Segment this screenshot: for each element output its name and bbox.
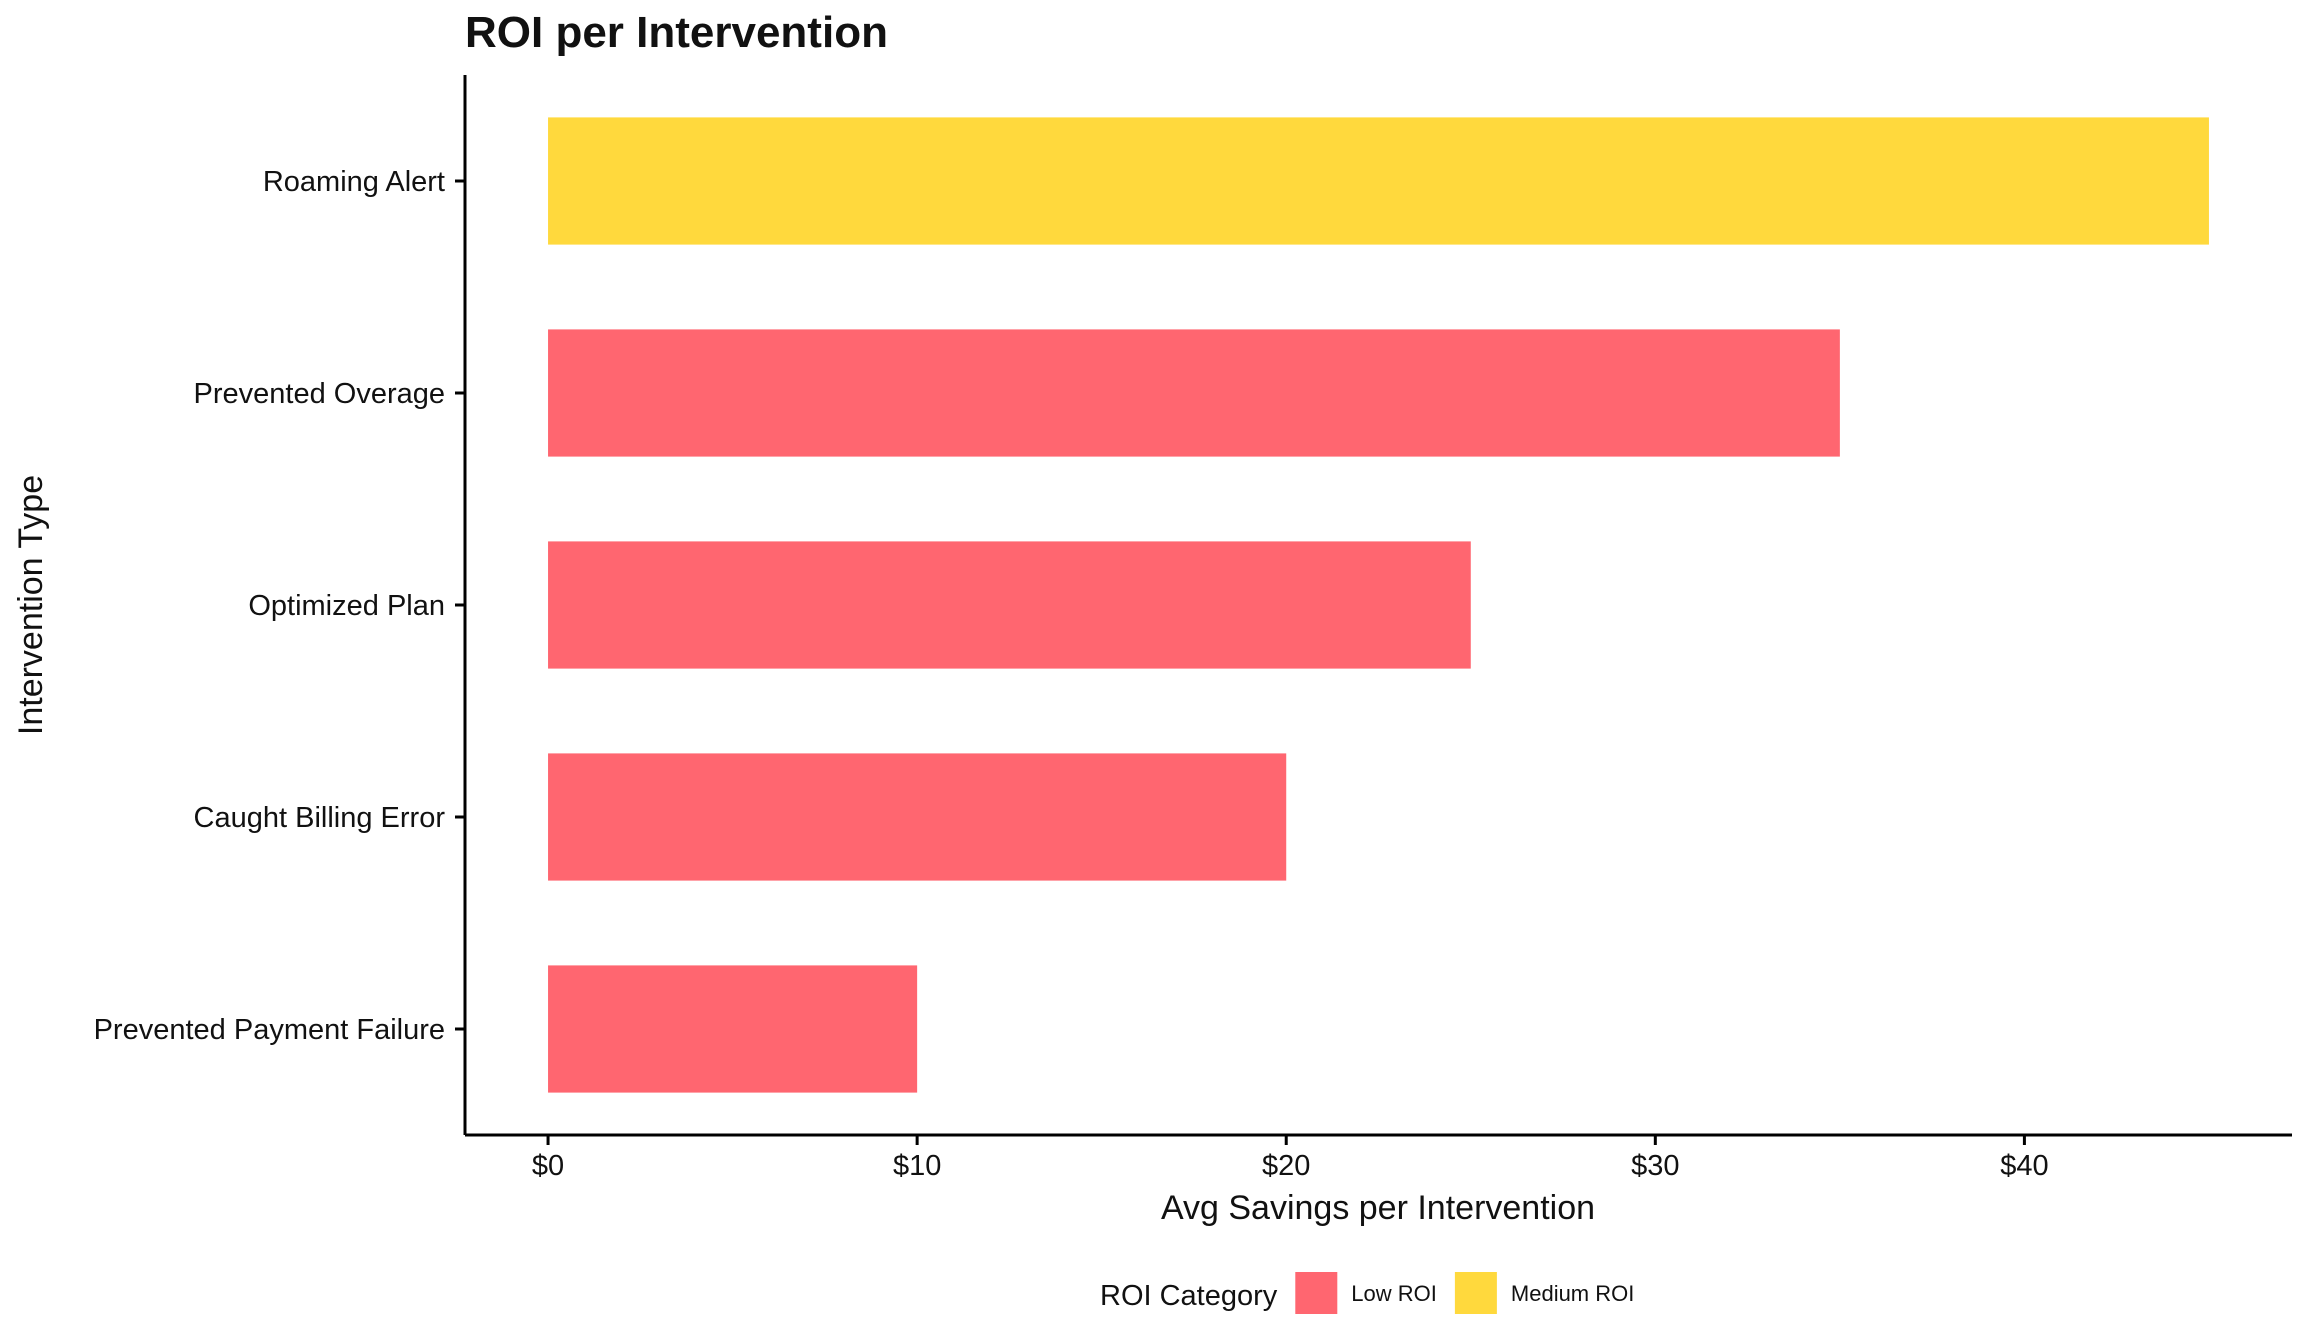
- x-axis-title: Avg Savings per Intervention: [1161, 1189, 1595, 1227]
- legend-swatch-medium-roi: [1454, 1272, 1497, 1314]
- bar-prevented-payment-failure: [548, 965, 918, 1093]
- legend-label: Low ROI: [1351, 1281, 1437, 1306]
- legend-swatch-low-roi: [1295, 1272, 1338, 1314]
- x-tick-label: $10: [893, 1150, 941, 1182]
- y-tick-label: Prevented Overage: [194, 378, 445, 410]
- chart-title: ROI per Intervention: [465, 8, 888, 57]
- legend-items: Low ROI Medium ROI: [1295, 1272, 1634, 1314]
- y-ticks-layer: Roaming Alert Prevented Overage Optimized …: [94, 166, 465, 1046]
- x-ticks-layer: $0 $10 $20 $30 $40: [532, 1135, 2049, 1182]
- x-tick-label: $40: [2000, 1150, 2048, 1182]
- bars-layer: [548, 117, 2209, 1093]
- x-tick-label: $30: [1631, 1150, 1679, 1182]
- legend-label: Medium ROI: [1511, 1281, 1634, 1306]
- bar-roaming-alert: [548, 117, 2209, 245]
- y-tick-label: Roaming Alert: [263, 166, 445, 198]
- y-tick-label: Optimized Plan: [248, 590, 445, 622]
- y-axis-title: Intervention Type: [12, 475, 50, 735]
- x-tick-label: $0: [532, 1150, 564, 1182]
- bar-caught-billing-error: [548, 753, 1287, 881]
- y-tick-label: Caught Billing Error: [194, 802, 446, 834]
- bar-prevented-overage: [548, 329, 1840, 457]
- x-tick-label: $20: [1262, 1150, 1310, 1182]
- legend-title: ROI Category: [1100, 1280, 1278, 1312]
- legend: ROI Category Low ROI Medium ROI: [1100, 1272, 1634, 1314]
- y-tick-label: Prevented Payment Failure: [94, 1014, 445, 1046]
- bar-optimized-plan: [548, 541, 1471, 669]
